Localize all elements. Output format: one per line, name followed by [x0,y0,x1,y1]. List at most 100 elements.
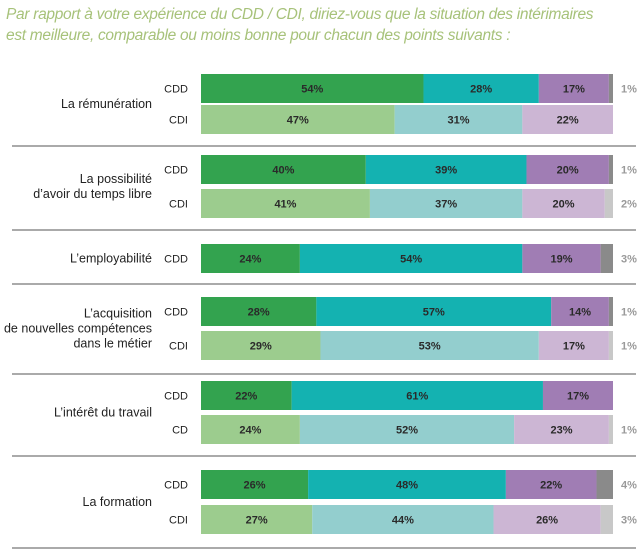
data-label: 44% [392,515,414,527]
data-label: 26% [536,515,558,527]
data-label: 1% [621,307,637,319]
data-label: 23% [550,425,572,437]
data-label: 31% [447,115,469,127]
bar-segment [542,381,613,410]
data-label: 24% [239,425,261,437]
bar-segment [201,105,395,134]
bar-segment [600,244,613,273]
bar-segment [320,331,539,360]
data-label: 22% [540,480,562,492]
bar-segment [522,244,601,273]
bar-segment [596,470,613,499]
data-label: 26% [244,480,266,492]
bar-segment [201,505,313,534]
group-label: de nouvelles compétences [4,322,152,336]
data-label: 28% [470,84,492,96]
data-label: 1% [621,165,637,177]
bar-segment [201,74,424,103]
bar-segment [600,505,613,534]
bar-segment [201,470,309,499]
row-label: CDD [164,254,188,266]
bar-segment [522,105,613,134]
bar-segment [538,74,609,103]
data-label: 14% [569,307,591,319]
bar-segment [201,415,300,444]
data-label: 20% [557,165,579,177]
bar-segment [522,189,605,218]
data-label: 1% [621,341,637,353]
data-label: 37% [435,199,457,211]
row-label: CDD [164,307,188,319]
bar-segment [201,244,300,273]
data-label: 47% [287,115,309,127]
group-label: L’employabilité [70,252,152,266]
chart-title-line: Par rapport à votre expérience du CDD / … [6,6,594,23]
data-label: 28% [248,307,270,319]
data-label: 17% [567,391,589,403]
row-label: CDD [164,480,188,492]
bar-segment [526,155,609,184]
data-label: 57% [423,307,445,319]
group-label: La formation [83,495,153,509]
bar-segment [493,505,601,534]
data-label: 61% [406,391,428,403]
data-label: 24% [239,254,261,266]
row-label: CDD [164,165,188,177]
bar-segment [201,297,317,326]
data-label: 27% [246,515,268,527]
group-label: dans le métier [73,337,152,351]
bar-segment [201,155,366,184]
bar-segment [608,415,613,444]
bar-segment [365,155,527,184]
bar-segment [608,331,613,360]
bar-segment [608,155,613,184]
data-label: 2% [621,199,637,211]
group-label: La rémunération [61,97,152,111]
bar-segment [369,189,523,218]
data-label: 4% [621,480,637,492]
bar-segment [291,381,543,410]
data-label: 39% [435,165,457,177]
bar-segment [514,415,609,444]
bar-segment [394,105,523,134]
bar-segment [299,415,515,444]
bar-segment [316,297,552,326]
data-label: 1% [621,425,637,437]
data-label: 17% [563,84,585,96]
data-label: 3% [621,254,637,266]
bar-segment [505,470,597,499]
group-label: L’intérêt du travail [54,406,152,420]
data-label: 53% [419,341,441,353]
data-label: 41% [274,199,296,211]
group-label: L’acquisition [84,307,152,321]
bar-segment [201,381,292,410]
data-label: 52% [396,425,418,437]
chart-title: Par rapport à votre expérience du CDD / … [6,4,636,46]
row-label: CD [172,425,188,437]
data-label: 17% [563,341,585,353]
bar-segment [423,74,539,103]
bar-segment [608,74,613,103]
row-label: CDI [169,515,188,527]
data-label: 22% [557,115,579,127]
bar-segment [604,189,613,218]
data-label: 54% [400,254,422,266]
row-label: CDD [164,84,188,96]
bar-segment [608,297,613,326]
data-label: 22% [235,391,257,403]
bar-segment [551,297,609,326]
data-label: 54% [301,84,323,96]
data-label: 20% [553,199,575,211]
row-label: CDI [169,341,188,353]
data-label: 40% [272,165,294,177]
bar-segment [201,189,370,218]
group-label: d’avoir du temps libre [33,187,152,201]
bar-segment [299,244,523,273]
group-label: La possibilité [80,172,152,186]
row-label: CDI [169,199,188,211]
data-label: 3% [621,515,637,527]
bar-segment [538,331,609,360]
chart-title-line: est meilleure, comparable ou moins bonne… [6,27,511,44]
data-label: 19% [550,254,572,266]
